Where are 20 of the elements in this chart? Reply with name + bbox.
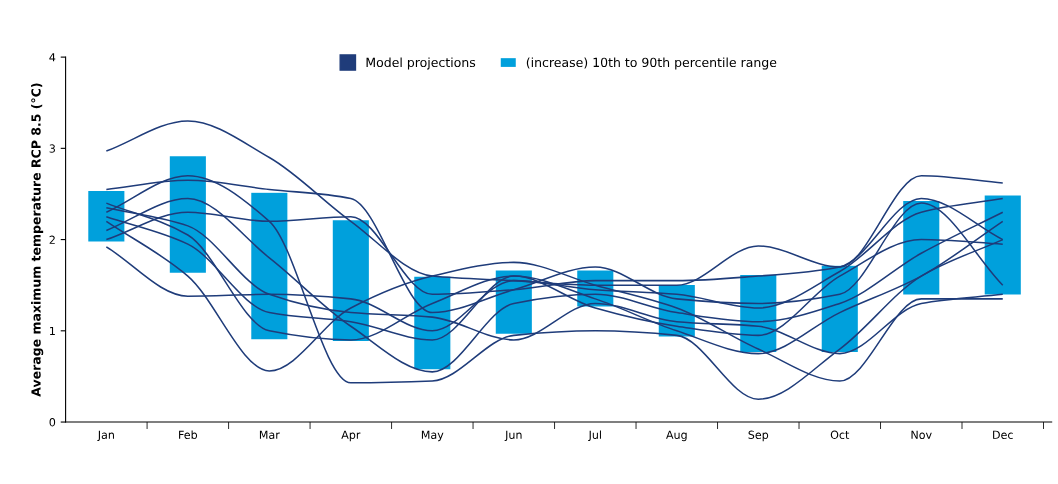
legend-label: Model projections: [366, 57, 476, 70]
y-tick-label: 0: [49, 418, 56, 427]
y-tick-label: 2: [49, 235, 55, 244]
x-tick-label: Dec: [993, 430, 1013, 439]
y-axis-title: Average maximum temperature RCP 8.5 (°C): [31, 83, 44, 397]
y-tick-label: 3: [49, 144, 55, 153]
x-tick-label: Aug: [666, 430, 687, 442]
y-tick-label: 1: [50, 326, 55, 336]
x-tick-label: Jan: [97, 430, 114, 442]
y-tick-label: 4: [49, 53, 56, 62]
legend-label: (increase) 10th to 90th percentile range: [526, 57, 777, 70]
x-tick-label: Jul: [588, 430, 601, 442]
x-tick-label: Nov: [911, 430, 932, 439]
x-tick-label: Apr: [341, 430, 361, 442]
x-tick-label: Feb: [179, 430, 198, 439]
x-tick-label: May: [421, 430, 444, 442]
x-tick-label: Jun: [504, 430, 522, 442]
x-tick-label: Sep: [748, 430, 769, 442]
x-tick-label: Oct: [830, 430, 850, 439]
x-tick-label: Mar: [259, 430, 280, 439]
